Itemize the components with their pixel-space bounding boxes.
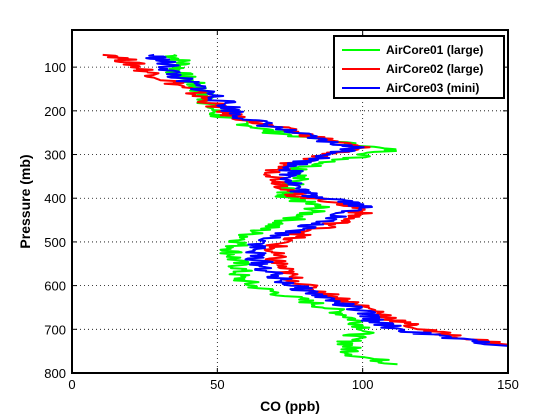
x-tick-label: 150 xyxy=(497,377,519,392)
legend: AirCore01 (large) AirCore02 (large) AirCor… xyxy=(333,35,505,99)
y-tick-label: 200 xyxy=(44,104,66,119)
x-tick-label: 0 xyxy=(68,377,75,392)
x-axis-label: CO (ppb) xyxy=(260,398,320,414)
y-tick-label: 400 xyxy=(44,191,66,206)
series-line xyxy=(145,53,509,347)
y-tick-label: 300 xyxy=(44,148,66,163)
y-axis-ticks: 100 200 300 400 500 600 700 800 xyxy=(44,60,508,381)
legend-entry: AirCore03 (mini) xyxy=(386,81,479,95)
legend-entry: AirCore01 (large) xyxy=(386,43,483,57)
y-tick-label: 100 xyxy=(44,60,66,75)
y-tick-label: 700 xyxy=(44,322,66,337)
y-axis-label: Pressure (mb) xyxy=(17,154,33,248)
y-tick-label: 800 xyxy=(44,366,66,381)
legend-entry: AirCore02 (large) xyxy=(386,62,483,76)
x-axis-ticks: 0 50 100 150 xyxy=(68,30,519,392)
y-tick-label: 500 xyxy=(44,235,66,250)
series-line xyxy=(164,53,398,366)
y-tick-label: 600 xyxy=(44,279,66,294)
x-tick-label: 100 xyxy=(352,377,374,392)
grid xyxy=(72,30,508,373)
plot-frame xyxy=(71,29,509,374)
series-lines xyxy=(102,53,509,366)
x-tick-label: 50 xyxy=(210,377,224,392)
